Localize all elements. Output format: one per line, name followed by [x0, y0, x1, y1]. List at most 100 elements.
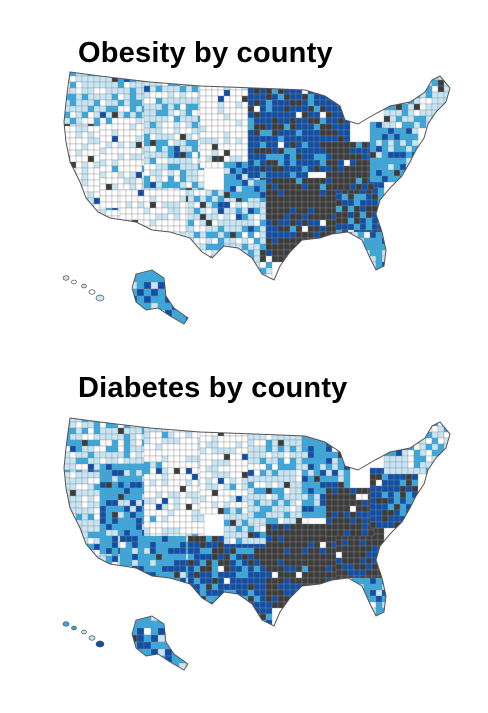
county-cell: [359, 551, 367, 559]
county-cell: [345, 243, 353, 251]
county-cell: [375, 515, 383, 523]
county-cell: [81, 513, 89, 521]
county-cell: [229, 131, 237, 139]
county-cell: [271, 439, 279, 447]
county-cell: [217, 119, 225, 127]
county-cell: [117, 111, 125, 119]
county-cell: [149, 213, 157, 221]
county-cell: [401, 437, 409, 445]
county-cell: [129, 147, 137, 155]
county-cell: [295, 577, 303, 585]
county-cell: [81, 495, 89, 503]
county-cell: [395, 461, 403, 469]
county-cell: [367, 529, 375, 537]
county-cell: [143, 109, 151, 117]
county-cell: [161, 189, 169, 197]
county-cell: [117, 433, 125, 441]
county-cell: [117, 129, 125, 137]
county-cell: [75, 507, 83, 515]
county-cells-contiguous: [64, 72, 450, 280]
county-cell: [229, 101, 237, 109]
county-cell: [93, 185, 101, 193]
diabetes-map-title: Diabetes by county: [78, 372, 348, 404]
county-cell: [319, 147, 327, 155]
county-cell: [419, 103, 427, 111]
county-cell: [253, 625, 261, 626]
county-cell: [229, 619, 237, 626]
county-cell: [235, 459, 243, 467]
county-cell: [387, 589, 395, 597]
county-cell: [205, 535, 213, 543]
county-cell: [223, 501, 231, 509]
county-cell: [339, 255, 347, 263]
county-cell: [199, 201, 207, 209]
county-cell: [229, 553, 237, 561]
county-cell: [229, 625, 237, 626]
county-cell: [301, 517, 309, 525]
county-cell: [381, 237, 389, 245]
county-cell: [369, 145, 377, 153]
county-cell: [277, 99, 285, 107]
county-cell: [339, 607, 347, 615]
county-cell: [411, 503, 419, 511]
county-cell: [241, 441, 249, 449]
county-cell: [193, 225, 201, 233]
county-cell: [365, 211, 373, 219]
county-cell: [337, 523, 345, 531]
county-cell: [149, 219, 157, 227]
county-cell: [431, 418, 439, 421]
county-cell: [211, 231, 219, 239]
county-cell: [149, 491, 157, 499]
county-cell: [325, 111, 333, 119]
county-cell: [319, 249, 327, 257]
county-cell: [119, 535, 127, 543]
county-cell: [187, 225, 195, 233]
county-cell: [155, 133, 163, 141]
county-cell: [401, 449, 409, 457]
county-cell: [345, 249, 353, 257]
county-cell: [331, 457, 339, 465]
county-cell: [437, 85, 445, 93]
county-cell: [253, 475, 261, 483]
hawaii-island: [62, 275, 70, 281]
county-cell: [135, 481, 143, 489]
county-cell: [185, 509, 193, 517]
county-cell: [381, 267, 389, 275]
county-cell: [449, 431, 450, 439]
county-cell: [337, 475, 345, 483]
county-cell: [337, 469, 345, 477]
county-cell: [277, 207, 285, 215]
county-cell: [301, 559, 309, 567]
county-cell: [211, 565, 219, 573]
county-cell: [185, 431, 193, 439]
county-cell: [93, 561, 101, 569]
county-cell: [283, 481, 291, 489]
county-cell: [111, 541, 119, 549]
county-cell: [93, 149, 101, 157]
county-cell: [313, 511, 321, 519]
county-cell: [283, 189, 291, 197]
county-cell: [235, 213, 243, 221]
county-cell: [119, 189, 127, 197]
county-cell: [277, 201, 285, 209]
county-cell: [191, 103, 199, 111]
county-cell: [377, 551, 385, 559]
county-cell: [343, 105, 351, 113]
county-cell: [205, 219, 213, 227]
county-cell: [259, 439, 267, 447]
county-cell: [283, 159, 291, 167]
county-cell: [319, 541, 327, 549]
county-cell: [173, 515, 181, 523]
county-cell: [265, 493, 273, 501]
county-cell: [149, 91, 157, 99]
county-cell: [87, 471, 95, 479]
county-cell: [123, 171, 131, 179]
county-cell: [223, 447, 231, 455]
county-cell: [289, 129, 297, 137]
county-cell: [167, 207, 175, 215]
county-cell: [407, 467, 415, 475]
county-cell: [223, 519, 231, 527]
county-cell: [313, 183, 321, 191]
county-cell: [205, 501, 213, 509]
county-cell: [319, 207, 327, 215]
